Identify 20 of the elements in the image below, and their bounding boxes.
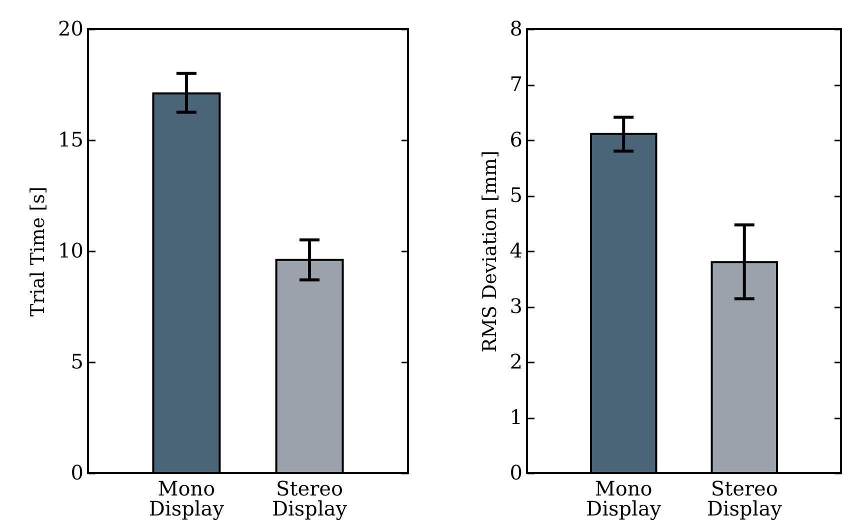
y-tick-label: 15 — [58, 128, 84, 152]
y-tick-label: 0 — [510, 460, 522, 484]
y-tick-label: 5 — [510, 183, 522, 207]
y-tick-label: 10 — [58, 238, 84, 262]
y-tick-label: 2 — [510, 350, 522, 374]
y-tick-label: 20 — [58, 16, 84, 40]
y-tick-label: 6 — [510, 128, 522, 152]
x-tick-label: Mono Display — [586, 476, 662, 520]
y-tick-label: 1 — [510, 405, 522, 429]
y-tick-label: 5 — [70, 350, 84, 374]
x-tick-label: Mono Display — [148, 476, 225, 520]
y-tick-label: 4 — [510, 238, 522, 262]
y-axis-title: Trial Time [s] — [27, 186, 50, 316]
y-axis-title: RMS Deviation [mm] — [478, 150, 501, 352]
y-tick-label: 0 — [70, 460, 84, 484]
y-tick-label: 7 — [510, 72, 522, 96]
x-tick-label: Stereo Display — [272, 476, 348, 520]
y-tick-label: 3 — [510, 294, 522, 318]
y-tick-label: 8 — [510, 16, 522, 40]
x-tick-label: Stereo Display — [706, 476, 783, 520]
